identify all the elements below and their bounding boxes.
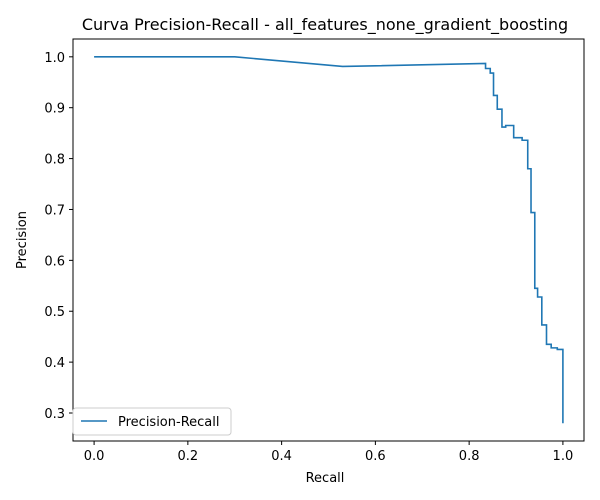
x-tick-label: 0.6 bbox=[365, 449, 386, 464]
x-tick-label: 0.4 bbox=[271, 449, 292, 464]
y-axis-ticks: 0.3 0.4 0.5 0.6 0.7 0.8 0.9 1.0 bbox=[44, 51, 73, 422]
x-tick-label: 0.8 bbox=[459, 449, 480, 464]
y-tick-label: 0.7 bbox=[44, 203, 65, 218]
y-tick-label: 0.3 bbox=[44, 407, 65, 422]
y-tick-label: 0.6 bbox=[44, 254, 65, 269]
x-tick-label: 0.2 bbox=[178, 449, 199, 464]
plot-area bbox=[72, 38, 585, 442]
x-tick-label: 0.0 bbox=[84, 449, 105, 464]
y-tick-label: 1.0 bbox=[44, 51, 65, 66]
legend-box bbox=[72, 407, 232, 436]
legend-entry-precision-recall: Precision-Recall bbox=[118, 415, 219, 430]
y-tick-label: 0.8 bbox=[44, 153, 65, 168]
legend: Precision-Recall bbox=[72, 407, 232, 436]
series-line-precision-recall bbox=[94, 56, 564, 424]
y-axis-label: Precision bbox=[15, 211, 30, 269]
y-tick-label: 0.5 bbox=[44, 305, 65, 320]
x-tick-label: 1.0 bbox=[553, 449, 574, 464]
x-axis-ticks: 0.0 0.2 0.4 0.6 0.8 1.0 bbox=[84, 441, 573, 464]
y-tick-label: 0.4 bbox=[44, 356, 65, 371]
x-axis-label: Recall bbox=[306, 471, 345, 486]
plot-frame bbox=[72, 38, 585, 442]
y-tick-label: 0.9 bbox=[44, 102, 65, 117]
chart-title: Curva Precision-Recall - all_features_no… bbox=[82, 15, 568, 35]
series-layer bbox=[94, 56, 564, 424]
